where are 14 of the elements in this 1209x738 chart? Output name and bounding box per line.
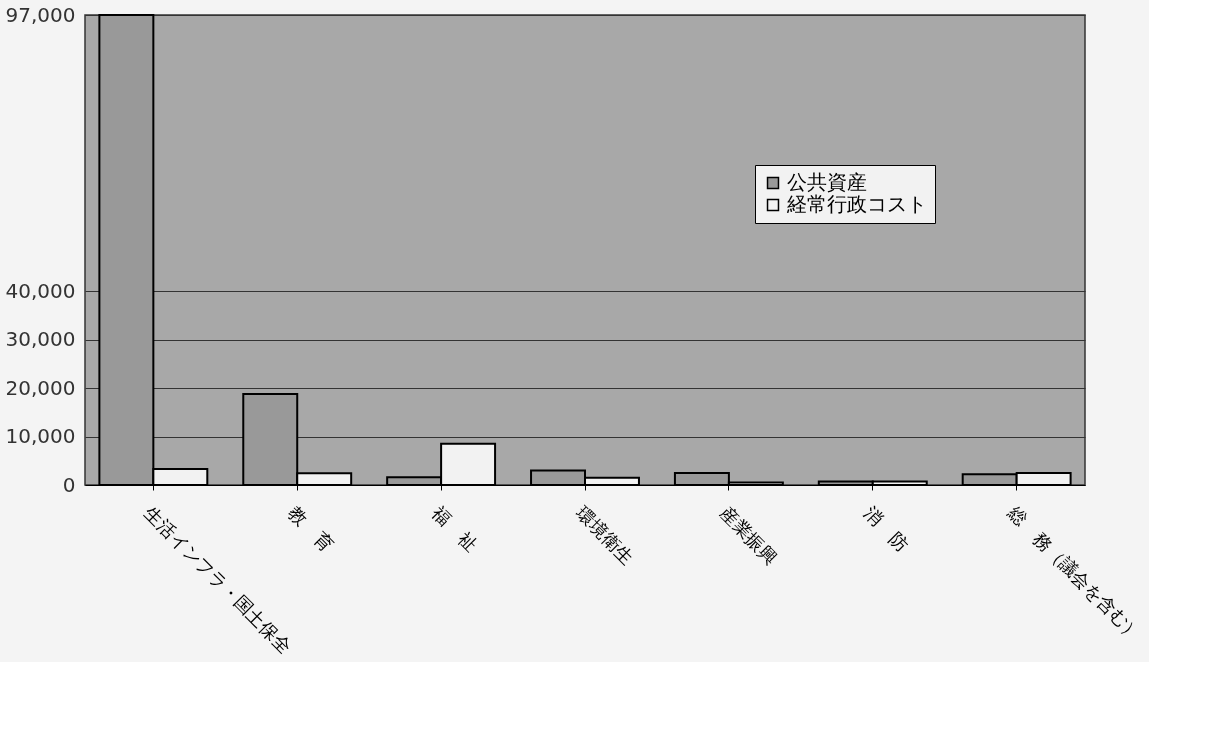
- x-tick-label: 教 育: [284, 502, 338, 556]
- y-tick-label: 40,000: [5, 278, 76, 303]
- x-tick-label: 福 祉: [428, 502, 482, 556]
- legend-label: 公共資産: [787, 170, 867, 194]
- x-tick-label: 産業振興: [716, 502, 782, 569]
- legend-label: 経常行政コスト: [786, 192, 927, 216]
- y-tick-label: 10,000: [5, 424, 76, 449]
- y-tick-label: 20,000: [5, 375, 76, 400]
- x-tick-label: 総 務（議会を含む）: [1003, 501, 1147, 645]
- x-tick-label: 環境衛生: [572, 502, 639, 569]
- y-tick-label: 0: [62, 472, 76, 497]
- y-tick-label: 30,000: [5, 327, 76, 352]
- y-tick-label: 97,000: [5, 2, 76, 27]
- x-tick-label: 消 防: [860, 502, 914, 556]
